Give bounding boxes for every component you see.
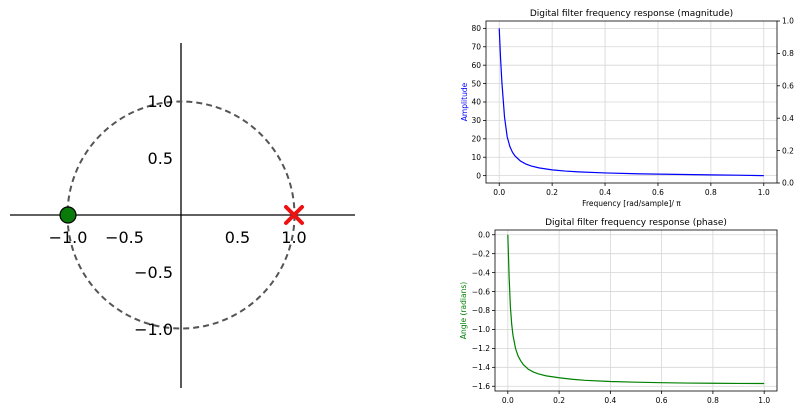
y2-tick-label: 0.2 [782, 146, 794, 155]
x-tick-label: 0.0 [502, 396, 514, 405]
y-tick-label: −0.5 [134, 263, 173, 282]
pole-marker [284, 205, 304, 225]
x-tick-label: 0.0 [493, 188, 505, 197]
zero-marker [59, 206, 77, 224]
y-tick-label: 60 [471, 61, 481, 70]
x-tick-label: 0.4 [604, 396, 616, 405]
y-tick-label: 0.5 [148, 149, 173, 168]
y-tick-label: 30 [471, 116, 481, 125]
x-tick-label: 0.6 [652, 188, 664, 197]
y-tick-label: 10 [471, 153, 481, 162]
y-tick-label: −1.6 [472, 382, 490, 391]
y2-tick-label: 1.0 [782, 17, 794, 26]
x-tick-label: 0.2 [553, 396, 565, 405]
y-tick-label: −1.0 [134, 320, 173, 339]
y2-tick-label: 0.0 [782, 179, 794, 188]
phase-chart: 0.0 0.2 0.4 0.6 0.8 1.0 0.0 −0.2 −0.4 −0.6 −0.8 −1.… [459, 218, 778, 405]
y2-tick-label: 0.6 [782, 82, 794, 91]
y2-tick-label: 0.4 [782, 114, 794, 123]
y-tick-label: 0.0 [478, 230, 490, 239]
x-tick-label: 1.0 [758, 188, 770, 197]
y-tick-label: −0.2 [472, 249, 490, 258]
x-tick-label: 0.5 [225, 228, 250, 247]
y-tick-label: 1.0 [148, 92, 173, 111]
y-tick-label: 20 [471, 135, 481, 144]
x-tick-label: 1.0 [758, 396, 770, 405]
x-tick-label: 0.8 [705, 188, 717, 197]
y-tick-label: 50 [471, 79, 481, 88]
y-tick-label: −0.4 [472, 268, 490, 277]
y-tick-label: −0.6 [472, 287, 490, 296]
x-tick-label: 0.6 [656, 396, 668, 405]
pole-zero-plot: −1.0 −0.5 0.5 1.0 1.0 0.5 −0.5 −1.0 [10, 43, 355, 388]
x-tick-label: −1.0 [49, 228, 88, 247]
y-tick-label: −1.2 [472, 344, 490, 353]
y-tick-label: 80 [471, 24, 481, 33]
y-tick-label: 70 [471, 42, 481, 51]
x-tick-label: 0.8 [707, 396, 719, 405]
x-tick-label: −0.5 [105, 228, 144, 247]
y-tick-label: −1.4 [472, 363, 490, 372]
x-tick-label: 1.0 [281, 228, 306, 247]
y-tick-label: −0.8 [472, 306, 490, 315]
y-tick-label: 0 [476, 171, 481, 180]
x-axis-label: Frequency [rad/sample]/ π [582, 199, 681, 208]
x-tick-label: 0.4 [599, 188, 611, 197]
x-tick-label: 0.2 [546, 188, 558, 197]
chart-title: Digital filter frequency response (phase… [545, 218, 727, 228]
y-axis-label: Amplitude [460, 82, 469, 121]
chart-title: Digital filter frequency response (magni… [530, 9, 733, 19]
series-line [507, 234, 765, 385]
y-tick-label: −1.0 [472, 325, 490, 334]
series-line [498, 28, 764, 177]
magnitude-chart: 0.0 0.2 0.4 0.6 0.8 1.0 0 10 20 30 40 50 60 70 80 0.0 0.… [460, 9, 794, 208]
y-axis-label: Angle (radians) [459, 282, 468, 339]
y-tick-label: 40 [471, 98, 481, 107]
y2-tick-label: 0.8 [782, 49, 794, 58]
